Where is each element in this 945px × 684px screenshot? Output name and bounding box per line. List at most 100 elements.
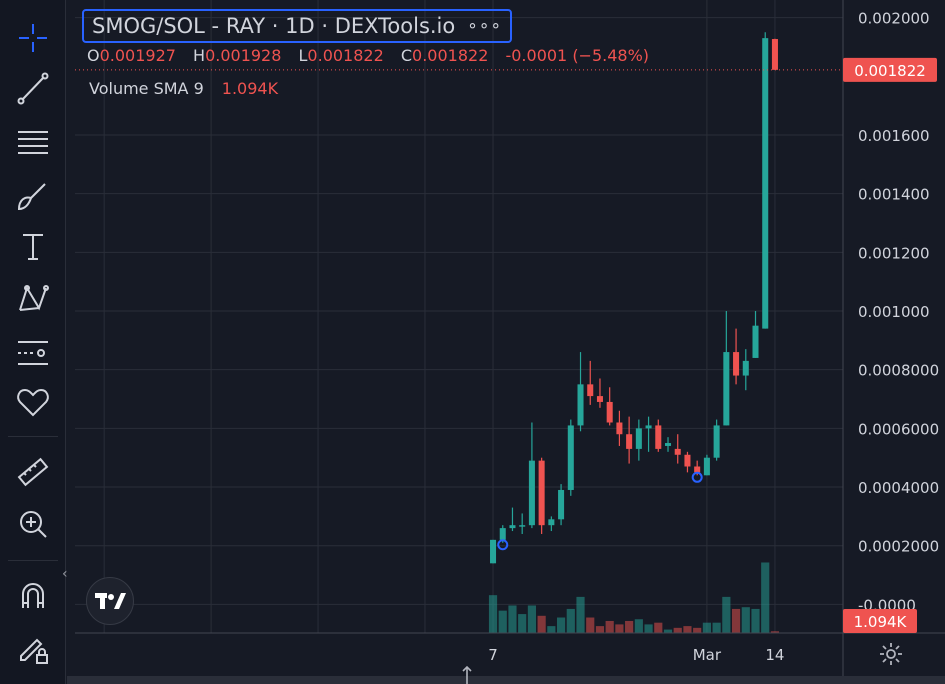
close-value: 0.001822 [412,46,489,65]
crosshair-icon[interactable] [10,18,56,58]
x-tick-label: Mar [693,646,722,664]
candle-body [548,519,555,526]
candle-body [577,384,584,426]
volume-bar [576,596,585,633]
time-axis-cursor-icon [462,665,472,684]
candle-body [567,425,574,490]
volume-bar [702,622,711,633]
volume-bar [751,608,760,633]
close-key: C [400,46,413,65]
volume-label: Volume SMA 9 [89,79,204,98]
volume-bar [556,617,566,633]
volume-axis-label: 1.094K [854,613,908,631]
volume-bar [605,620,614,633]
change-value: -0.0001 (−5.48%) [505,46,650,65]
ruler-icon[interactable] [10,452,56,492]
y-tick-label: 0.0008000 [858,362,939,380]
volume-bar [595,626,605,633]
candle-body [587,384,594,397]
y-tick-label: 0.001200 [858,244,930,262]
y-tick-label: 0.001400 [858,186,930,204]
volume-bar [586,617,595,633]
candle-body [645,425,652,429]
candle-body [519,525,526,527]
volume-bar [634,619,643,633]
candle-body [733,352,740,376]
open-key: O [87,46,100,65]
bottom-scrollbar[interactable] [67,676,945,684]
y-tick-label: 0.0004000 [858,479,939,497]
last-price-badge [843,57,937,82]
candle-body [490,539,497,564]
volume-bar [488,595,498,633]
ohlc-values: O0.001927 H0.001928 L0.001822 C0.001822 … [87,46,661,65]
volume-bar [508,605,517,633]
chart-area[interactable]: -0.0000 0.0002000 0.0004000 0.0006000 0.0008… [67,0,945,684]
x-tick-label: 7 [488,646,498,664]
candle-body [616,422,623,435]
heart-icon[interactable] [10,382,56,422]
candle-body [655,425,662,449]
candle-body [499,528,506,540]
candle-body [694,466,701,473]
toolbar-divider [8,436,58,437]
candlestick-chart: -0.00000.00020000.00040000.00060000.0008… [75,0,945,684]
more-options-icon[interactable]: ∘∘∘ [467,16,503,36]
collapse-toolbar-icon[interactable]: ‹ [62,566,68,582]
volume-bar [527,605,536,633]
x-tick-label: 14 [765,646,784,664]
volume-bar [498,610,507,633]
pattern-icon[interactable] [10,278,56,318]
candle-body [752,325,759,358]
low-value: 0.001822 [307,46,384,65]
forecast-icon[interactable] [10,332,56,372]
candle-body [674,448,681,455]
candle-body [762,38,769,329]
lock-pencil-icon[interactable] [10,628,56,668]
volume-legend[interactable]: Volume SMA 9 1.094K [89,79,278,98]
candle-body [509,525,516,529]
magnet-icon[interactable] [10,576,56,616]
candle-body [684,454,691,467]
volume-bar [722,596,731,633]
volume-bar [683,626,692,633]
text-icon[interactable] [10,226,56,266]
settings-gear-icon[interactable] [878,641,904,667]
candle-body [626,434,633,449]
candle-body [742,360,749,376]
candle-body [703,457,710,476]
tradingview-logo-icon[interactable] [86,577,134,625]
candle-body [723,352,730,426]
volume-value: 1.094K [221,79,279,98]
candle-body [528,460,535,526]
volume-bar [625,620,634,633]
volume-bar [673,627,682,633]
y-tick-label: 0.001600 [858,127,930,145]
high-value: 0.001928 [205,46,282,65]
volume-bar [566,608,575,633]
fib-lines-icon[interactable] [10,122,56,162]
event-marker-icon [497,539,509,551]
volume-badge [843,609,917,633]
candle-body [538,460,545,526]
y-tick-label: 0.0002000 [858,538,939,556]
volume-bar [547,626,556,633]
volume-bar [537,615,546,633]
volume-bar [712,622,721,633]
last-price-label: 0.001822 [854,62,926,80]
brush-icon[interactable] [10,176,56,216]
low-key: L [298,46,308,65]
volume-bar [741,607,750,633]
volume-bar [654,622,663,633]
symbol-title: SMOG/SOL - RAY · 1D · DEXTools.io [92,14,456,38]
volume-bar [644,624,653,633]
candle-body [713,425,720,458]
symbol-legend[interactable]: SMOG/SOL - RAY · 1D · DEXTools.io ∘∘∘ [82,9,513,43]
trend-line-icon[interactable] [10,68,56,108]
volume-bar [663,629,673,633]
open-value: 0.001927 [99,46,176,65]
zoom-in-icon[interactable] [10,504,56,544]
candle-body [635,428,642,449]
volume-bar [615,624,624,633]
candle-body [596,396,603,402]
